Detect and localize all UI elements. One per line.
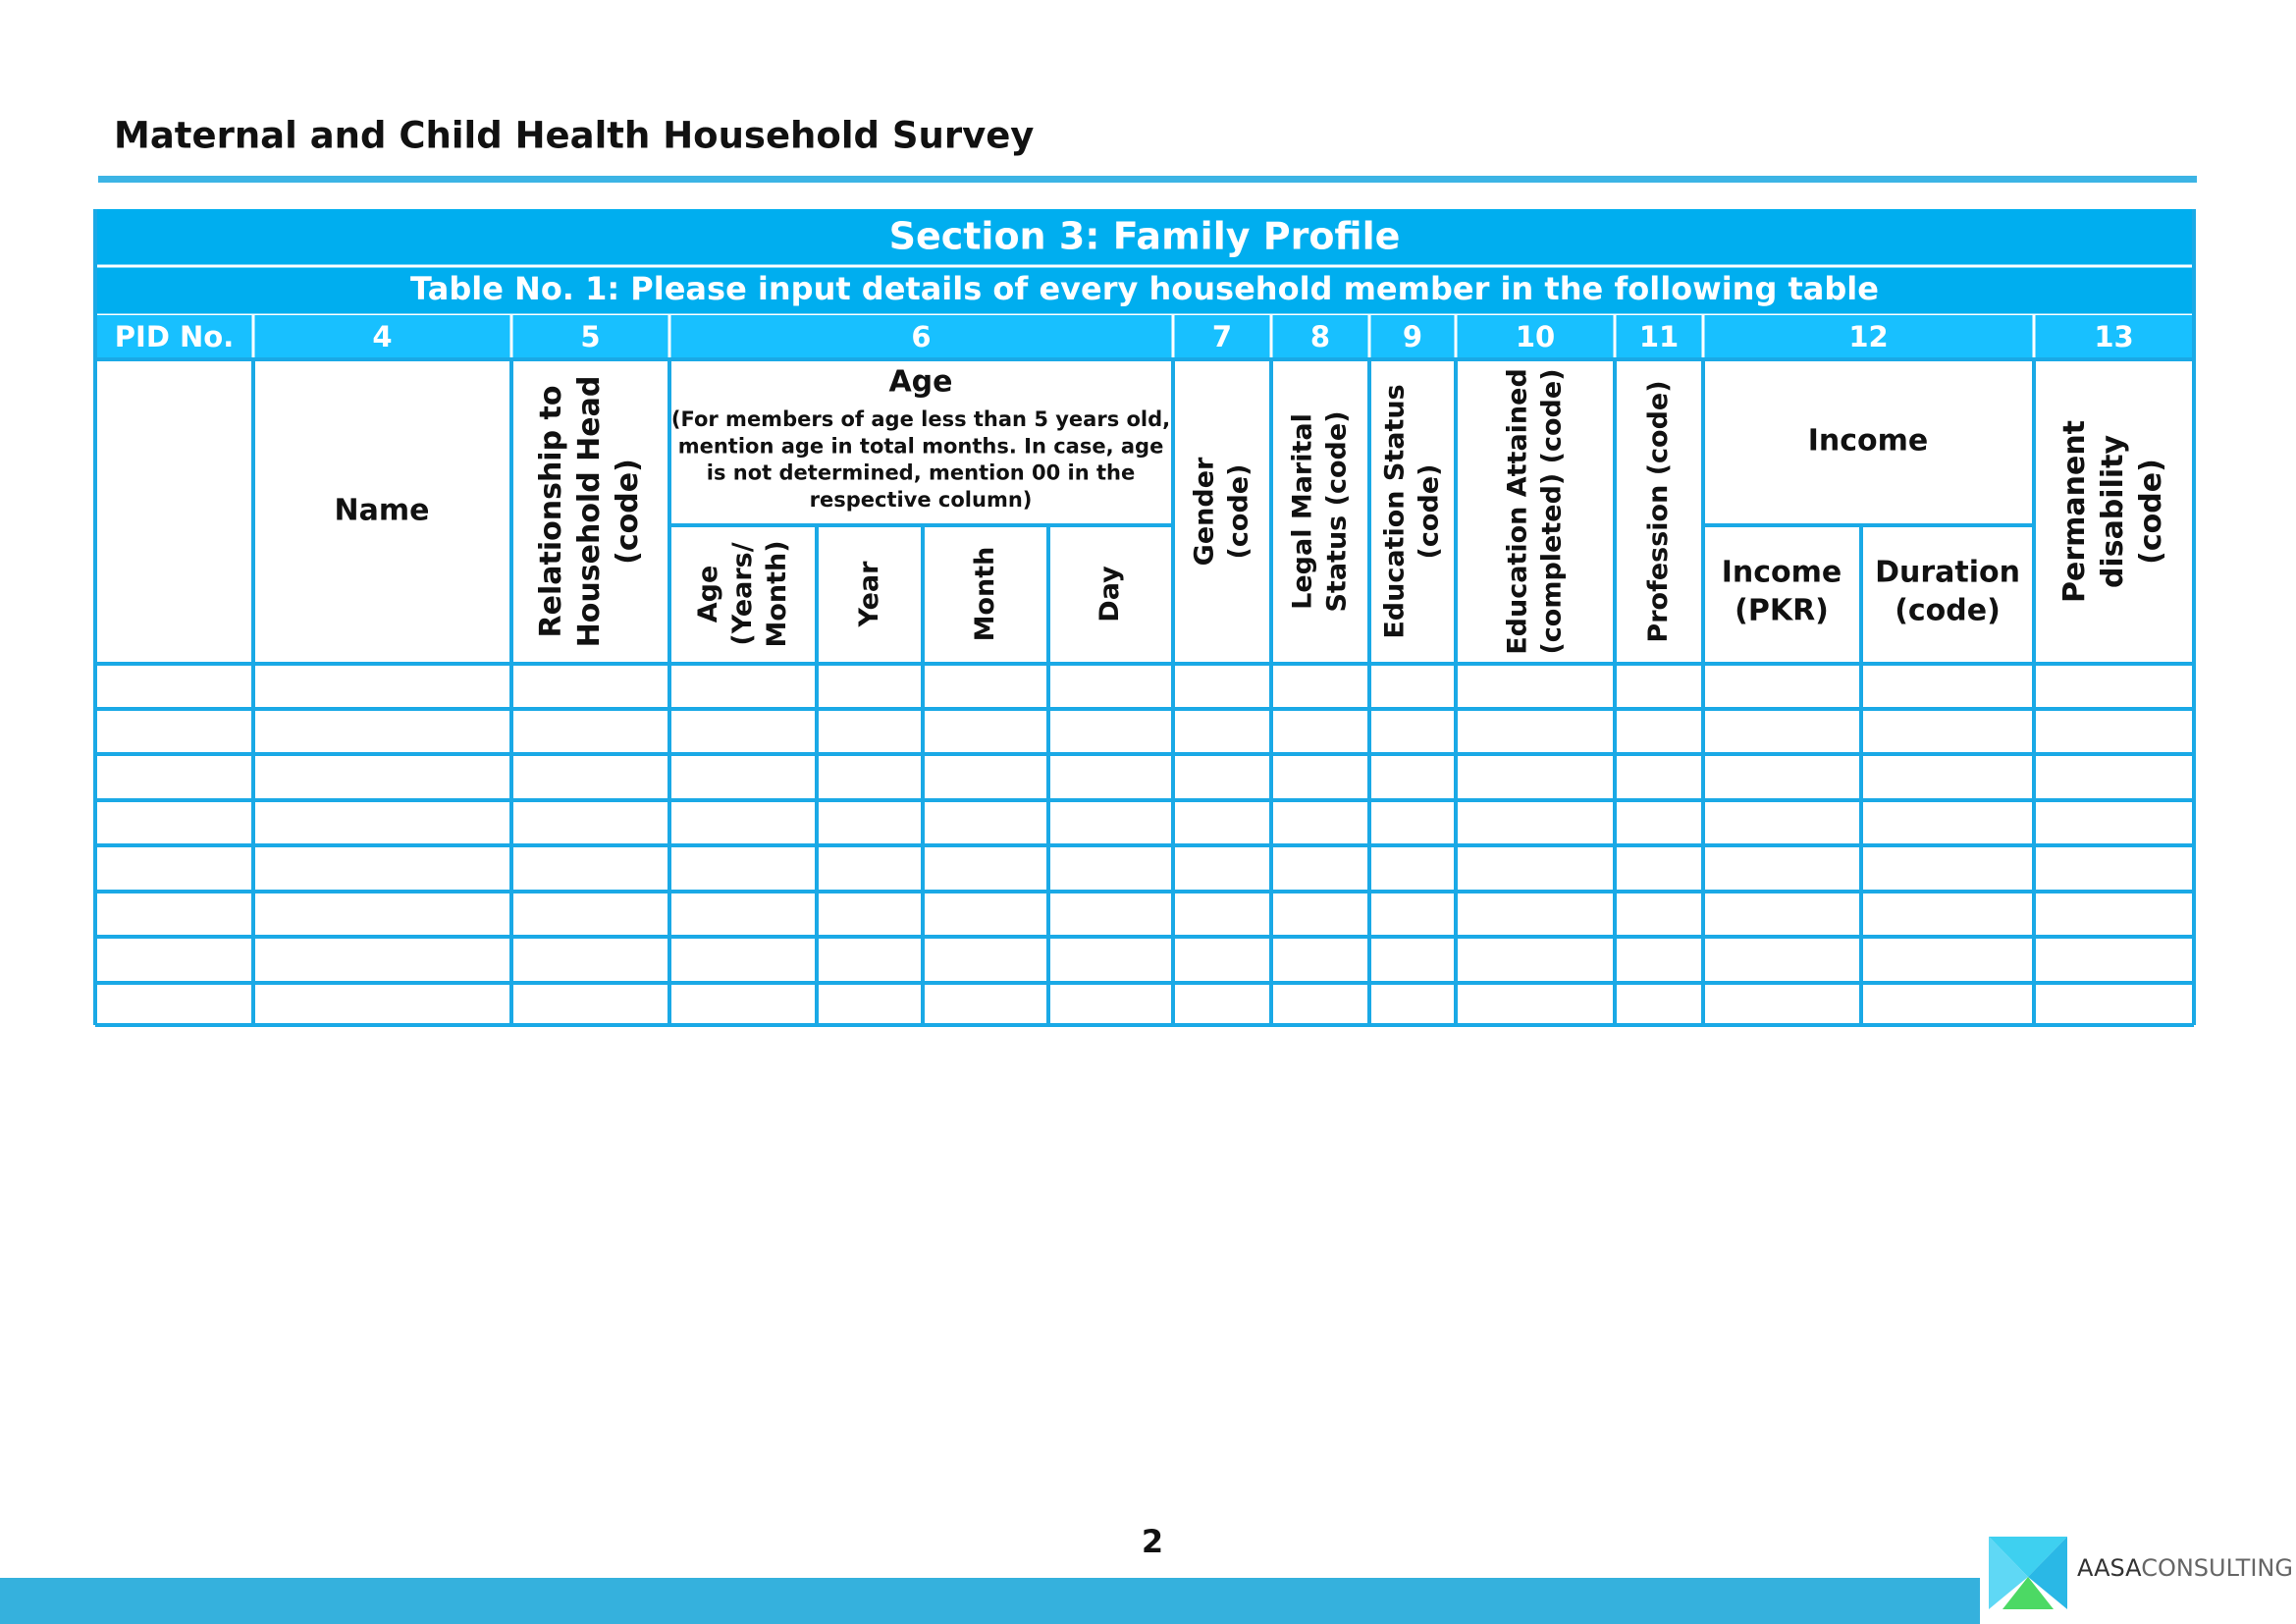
age-header: Age	[888, 365, 952, 400]
label-line: Household Head	[572, 376, 607, 648]
column-number: 12	[1848, 320, 1888, 353]
age-sub-header-group: Day	[1095, 566, 1125, 623]
disability-header: Permanent disability (code)	[2057, 420, 2168, 603]
relationship-header: Relationship to Household Head (code)	[534, 376, 645, 648]
column-number: 13	[2094, 320, 2133, 353]
label-line: Permanent	[2057, 420, 2092, 603]
disability-header-group: Permanent disability (code)	[2057, 420, 2168, 603]
table-caption: Table No. 1: Please input details of eve…	[410, 270, 1879, 307]
logo-shape	[1989, 1537, 2067, 1577]
label-line: Education Status	[1379, 384, 1410, 638]
label-line: Month)	[762, 540, 792, 647]
profession-header: Profession (code)	[1643, 380, 1674, 642]
column-number: 5	[580, 320, 600, 353]
label-line: Profession (code)	[1643, 380, 1674, 642]
income-sub-header-group: Duration (code)	[1875, 555, 2020, 627]
logo-shape	[1989, 1537, 2028, 1609]
table: PID No. 4 5 6 7 8 9 10 11 12 13 Name Relationship to…	[93, 209, 2196, 1027]
label-line: mention age in total months. In case, ag…	[678, 434, 1164, 458]
title-rule	[98, 176, 2197, 183]
column-number: 10	[1516, 320, 1555, 353]
label-line: Month	[970, 547, 1000, 642]
income-sub-header-group: Income (PKR)	[1722, 555, 1842, 627]
label-line: is not determined, mention 00 in the	[707, 461, 1135, 485]
logo-word: AASA	[2077, 1554, 2142, 1582]
section-title: Section 3: Family Profile	[889, 215, 1401, 258]
label-line: respective column)	[810, 488, 1033, 512]
doc-title: Maternal and Child Health Household Surv…	[114, 115, 1034, 157]
name-header: Name	[335, 494, 430, 528]
number-band	[95, 315, 2194, 359]
label-line: (code)	[1414, 464, 1444, 560]
label-line: Income	[1722, 555, 1842, 589]
label-line: Year	[854, 561, 884, 628]
logo-shape	[2028, 1537, 2067, 1609]
label-line: (code)	[1223, 464, 1254, 560]
income-sub-header: Income (PKR)	[1722, 555, 1842, 627]
education-status-header: Education Status (code)	[1379, 384, 1444, 638]
age-sub-header-group: Month	[970, 547, 1000, 642]
label-line: Education Attained	[1502, 368, 1532, 655]
age-sub-header: Year	[854, 561, 884, 628]
profession-header-group: Profession (code)	[1643, 380, 1674, 642]
marital-header: Legal Marital Status (code)	[1287, 410, 1352, 612]
gender-header-group: Gender (code)	[1189, 457, 1254, 566]
label-line: Legal Marital	[1287, 413, 1317, 610]
label-line: (code)	[2134, 459, 2168, 565]
marital-header-group: Legal Marital Status (code)	[1287, 410, 1352, 612]
relationship-header-group: Relationship to Household Head (code)	[534, 376, 645, 648]
footer-bar	[0, 1578, 1980, 1624]
age-sub-header: Day	[1095, 566, 1125, 623]
label-line: (Years/	[727, 542, 758, 645]
column-number: 4	[372, 320, 392, 353]
column-number: PID No.	[115, 320, 234, 353]
column-number: 7	[1212, 320, 1232, 353]
age-note: (For members of age less than 5 years ol…	[671, 407, 1170, 512]
age-sub-header-group: Year	[854, 561, 884, 628]
column-number: 8	[1310, 320, 1330, 353]
section-band	[95, 209, 2194, 315]
label-line: Relationship to	[534, 386, 568, 638]
label-line: Day	[1095, 566, 1125, 623]
label-line: Duration	[1875, 555, 2020, 589]
age-sub-header: Month	[970, 547, 1000, 642]
label-line: (code)	[1895, 593, 2001, 627]
age-sub-header: Age (Years/Month)	[692, 540, 791, 647]
label-line: disability	[2096, 435, 2130, 589]
education-status-header-group: Education Status (code)	[1379, 384, 1444, 638]
page-number: 2	[1142, 1523, 1163, 1560]
label-line: Gender	[1189, 457, 1219, 566]
education-attained-header: Education Attained (completed) (code)	[1502, 368, 1567, 655]
column-number: 6	[911, 320, 931, 353]
gender-header: Gender (code)	[1189, 457, 1254, 566]
logo: AASACONSULTING	[1989, 1537, 2293, 1609]
label-line: (For members of age less than 5 years ol…	[671, 407, 1170, 431]
income-header: Income	[1808, 424, 1929, 459]
education-attained-header-group: Education Attained (completed) (code)	[1502, 368, 1567, 655]
label-line: (code)	[611, 459, 645, 565]
label-line: (completed) (code)	[1536, 368, 1567, 654]
logo-shape	[2002, 1577, 2054, 1609]
age-sub-header-group: Age (Years/Month)	[692, 540, 791, 647]
label-line: Age	[692, 566, 722, 623]
logo-word: CONSULTING	[2141, 1554, 2293, 1582]
logo-text: AASACONSULTING	[2077, 1554, 2293, 1582]
income-sub-header: Duration (code)	[1875, 555, 2020, 627]
column-number: 9	[1403, 320, 1422, 353]
age-note-group: (For members of age less than 5 years ol…	[671, 407, 1170, 512]
column-number: 11	[1639, 320, 1679, 353]
label-line: (PKR)	[1735, 593, 1829, 627]
label-line: Status (code)	[1321, 410, 1352, 612]
